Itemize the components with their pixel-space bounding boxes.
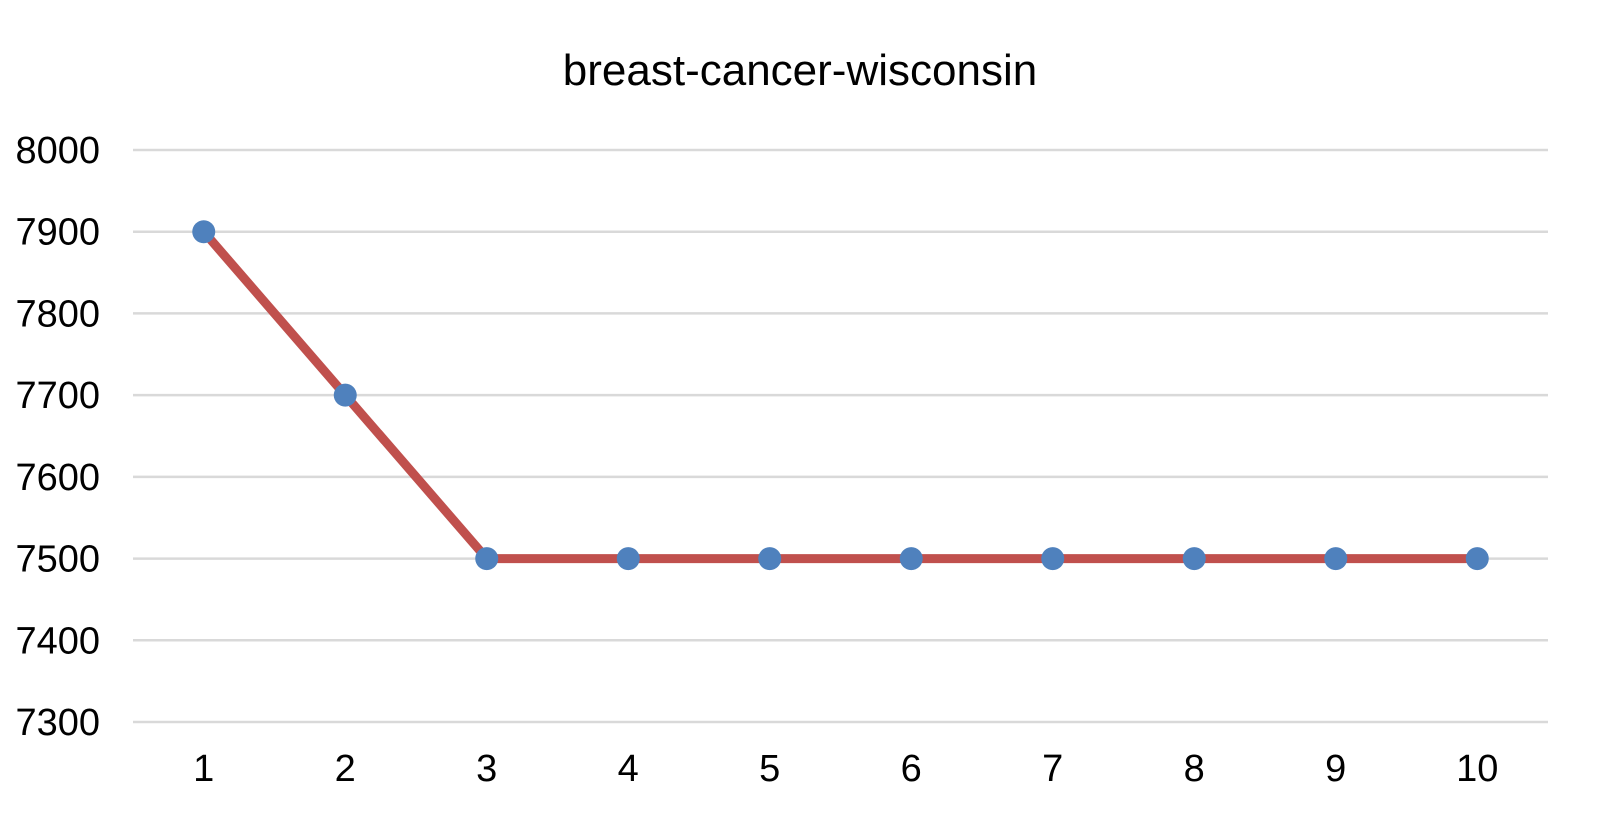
data-point-marker [1324,547,1348,571]
x-axis-tick-label: 6 [901,748,922,790]
y-axis-tick-label: 7700 [15,375,100,417]
data-point-marker [333,383,357,407]
y-axis-tick-label: 7900 [15,212,100,254]
y-axis-tick-label: 7800 [15,293,100,335]
chart-title: breast-cancer-wisconsin [563,46,1037,95]
data-line [199,227,1482,564]
x-axis-tick-label: 3 [476,748,497,790]
y-axis-tick-label: 7500 [15,539,100,581]
x-axis-tick-label: 8 [1184,748,1205,790]
data-point-marker [758,547,782,571]
x-axis-tick-label: 9 [1325,748,1346,790]
data-point-marker [1182,547,1206,571]
data-point-marker [475,547,499,571]
x-axis-tick-label: 2 [335,748,356,790]
data-point-marker [1041,547,1065,571]
x-axis-tick-label: 7 [1042,748,1063,790]
data-point-marker [899,547,923,571]
data-point-marker [616,547,640,571]
data-point-marker [192,220,216,244]
data-point-marker [1465,547,1489,571]
x-axis-tick-label: 5 [759,748,780,790]
y-axis-tick-label: 7300 [15,702,100,744]
x-axis-tick-label: 1 [193,748,214,790]
y-axis-tick-label: 8000 [15,130,100,172]
y-axis-tick-label: 7400 [15,620,100,662]
y-axis-tick-label: 7600 [15,457,100,499]
x-axis-tick-label: 10 [1456,748,1498,790]
x-axis-tick-label: 4 [618,748,639,790]
